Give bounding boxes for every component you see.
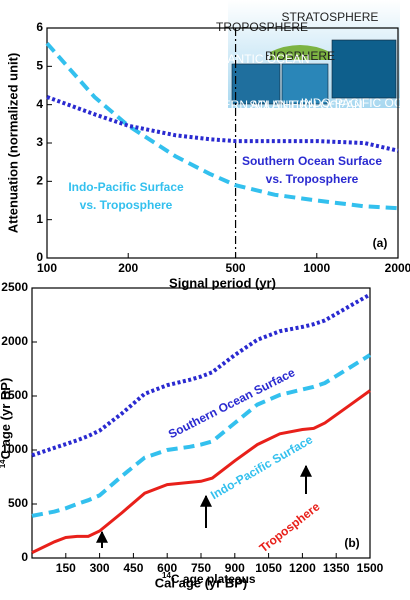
y-tick-label: 2	[36, 174, 43, 188]
x-tick-label: 900	[225, 561, 245, 575]
x-tick-label: 150	[56, 561, 76, 575]
y-tick-label: 2000	[1, 334, 28, 348]
panel-label: (b)	[344, 536, 359, 550]
x-tick-label: 500	[226, 261, 246, 275]
series-line	[31, 353, 372, 518]
series-line	[45, 41, 399, 211]
y-tick-label: 5	[36, 59, 43, 73]
inset-ocean-atlantic	[231, 63, 281, 105]
inset-land	[270, 45, 330, 60]
x-tick-label: 1350	[323, 561, 350, 575]
series-line	[46, 95, 399, 153]
plateau-note-text: C age plateaus	[171, 572, 256, 586]
y-tick-label: 1500	[1, 388, 28, 402]
superscript: 14	[0, 459, 7, 468]
inset-label: SOUTHERN OCEAN	[249, 98, 362, 112]
y-tick-label: 4	[36, 97, 43, 111]
plateau-note: 14C age plateaus	[162, 571, 256, 586]
series-line	[31, 292, 371, 458]
annotation: vs. Troposphere	[80, 198, 173, 212]
superscript: 14	[162, 571, 171, 580]
x-tick-label: 300	[90, 561, 110, 575]
x-tick-label: 100	[37, 261, 57, 275]
y-tick-label: 2500	[1, 280, 28, 294]
y-tick-label: 500	[8, 496, 28, 510]
inset-label: NORTHERN ATLANTIC	[180, 98, 308, 112]
x-tick-label: 200	[118, 261, 138, 275]
annotation: vs. Troposphere	[266, 172, 359, 186]
y-tick-label: 1000	[1, 442, 28, 456]
x-tick-label: 600	[157, 561, 177, 575]
x-tick-label: 750	[191, 561, 211, 575]
inset-ocean-indopacific	[331, 39, 397, 99]
y-tick-label: 1	[36, 212, 43, 226]
series-line	[31, 389, 371, 554]
series-label: Southern Ocean Surface	[166, 365, 297, 441]
x-tick-label: 1500	[357, 561, 384, 575]
x-axis-label: Signal period (yr)	[169, 275, 276, 290]
inset-label: TROPOSPHERE	[216, 20, 308, 34]
annotation: Indo-Pacific Surface	[68, 180, 184, 194]
y-tick-label: 0	[21, 550, 28, 564]
inset-label: ATLANTIC OCEAN	[206, 52, 309, 66]
y-axis-label: 14C age (yr BP)	[0, 378, 13, 469]
x-tick-label: 1000	[303, 261, 330, 275]
panel-label: (a)	[373, 236, 388, 250]
inset-label: BIOSPHERE	[265, 49, 335, 63]
y-axis-label-text: C age (yr BP)	[0, 378, 13, 460]
x-tick-label: 1050	[255, 561, 282, 575]
x-tick-label: 2000	[385, 261, 410, 275]
x-tick-label: 450	[123, 561, 143, 575]
y-tick-label: 3	[36, 135, 43, 149]
y-axis-label: Attenuation (normalized unit)	[5, 53, 20, 234]
annotation: Southern Ocean Surface	[242, 154, 382, 168]
x-tick-label: 1200	[289, 561, 316, 575]
y-tick-label: 0	[36, 250, 43, 264]
x-axis-label: Cal age (yr BP)	[155, 575, 247, 590]
inset-ocean-southern	[281, 63, 329, 105]
y-tick-label: 6	[36, 20, 43, 34]
inset-label: STRATOSPHERE	[282, 10, 379, 24]
series-label: Troposphere	[257, 499, 323, 555]
inset-label: INDO-PACIFIC OCEAN	[301, 96, 410, 110]
